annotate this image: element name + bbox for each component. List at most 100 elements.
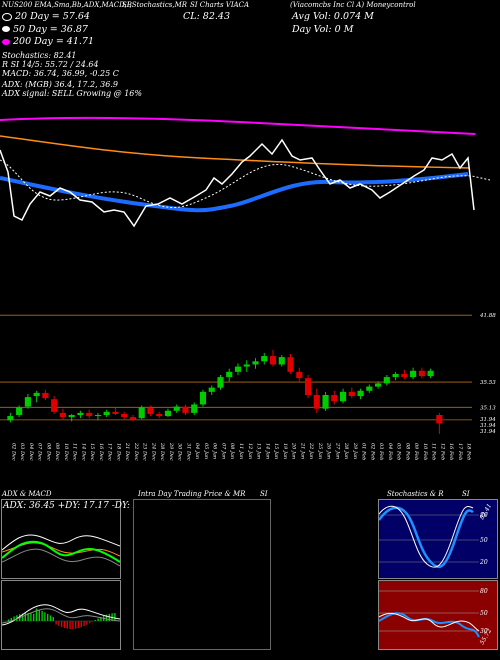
date-axis-label: 08 Feb [404, 443, 410, 460]
legend-swatch-icon [2, 26, 10, 32]
date-axis-label: 17 Feb [457, 443, 463, 460]
macd-bar [63, 621, 66, 628]
ma-legend: 20 Day = 57.64 50 Day = 36.87 200 Day = … [2, 12, 94, 47]
macd-bar [75, 621, 77, 629]
candle [226, 368, 233, 382]
date-axis-label: 21 Jan [299, 442, 305, 459]
macd-bar [58, 621, 60, 626]
date-axis-label: 18 Feb [466, 443, 472, 460]
candle [269, 349, 277, 367]
date-axis-label: 25 Jan [317, 442, 323, 459]
date-axis-label: 22 Jan [308, 442, 314, 459]
macd-bar [35, 608, 38, 621]
date-axis-label: 10 Feb [422, 443, 428, 460]
date-axis-label: 20 Jan [291, 442, 297, 459]
price-line [0, 138, 475, 228]
stochastics-lines: 80 50 20 82.41 [377, 503, 493, 569]
candles-group [7, 349, 443, 434]
date-axis-label: 24 Dec [150, 442, 156, 461]
header-mid-title: SI,Stochastics,MR [122, 1, 188, 9]
adx-panel-title: ADX & MACD [2, 490, 52, 498]
macd-readout: MACD: 36.74, 36.99, -0.25 C [2, 69, 119, 78]
stochastics-panel: 80 50 20 82.41 [377, 499, 498, 579]
header-chart-label: SI Charts VIACA [190, 1, 250, 9]
candle [410, 367, 417, 380]
ma20-dotted-line [0, 159, 491, 209]
date-axis-label: 31 Dec [185, 443, 191, 461]
candle [252, 358, 259, 369]
avg-vol-label: Avg Vol: 0.074 M [292, 11, 374, 22]
candle [42, 389, 49, 401]
candle [7, 412, 14, 423]
macd-histogram [7, 608, 116, 629]
macd-bar [91, 621, 94, 622]
rsi-axis-80: 80 [480, 588, 488, 595]
date-axis-label: 16 Feb [448, 443, 454, 460]
rsi-panel: 80 50 30 55.72 [378, 580, 498, 650]
macd-bar [89, 621, 91, 624]
adx-panel-readout: ADX: 36.45 +DY: 17.17 -DY: 36.87 [3, 501, 159, 511]
macd-bar [80, 621, 82, 628]
macd-bar [69, 621, 71, 629]
candle [147, 405, 154, 417]
ma50-line [0, 172, 469, 213]
candle [366, 384, 373, 393]
candle [121, 411, 128, 420]
legend-item-200day: 200 Day = 41.71 [2, 37, 94, 47]
candle [436, 412, 443, 434]
price-axis-label: 31.94 [480, 429, 496, 435]
macd-bar [77, 621, 80, 629]
adx-panel: ADX: 36.45 +DY: 17.17 -DY: 36.87 [1, 499, 159, 579]
date-axis-label: 08 Jan [229, 443, 235, 459]
rsi-lines: 80 50 30 55.72 [378, 588, 493, 646]
date-axis-label: 19 Jan [282, 443, 288, 459]
macd-lines [1, 604, 121, 629]
candle [287, 353, 294, 374]
candle [322, 391, 329, 411]
macd-bar [27, 613, 29, 621]
candle [51, 396, 58, 414]
date-axis-label: 16 Dec [98, 443, 104, 461]
date-axis-label: 04 Feb [387, 443, 393, 460]
candle [77, 410, 84, 419]
price-axis-label: 31.94 [480, 423, 496, 429]
date-axis-label: 13 Jan [256, 443, 262, 459]
candle [243, 360, 250, 372]
stoch-panel-title: Stochastics & R [387, 490, 444, 498]
candle [173, 404, 180, 413]
header-right-title: (Viacomcbs Inc Cl A) Moneycontrol [290, 1, 416, 9]
date-axis-label: 04 Dec [28, 443, 34, 461]
candle [112, 407, 119, 415]
macd-panel [1, 580, 121, 650]
rsi-readout: R SI 14/5: 55.72 / 24.64 [2, 60, 99, 69]
date-axis-label: 01 Feb [361, 443, 367, 460]
date-axis-label: 23 Dec [142, 442, 148, 461]
rsi-axis-50: 50 [480, 610, 488, 617]
date-axis-label: 08 Dec [45, 443, 51, 461]
rsi-axis-30: 30 [480, 628, 488, 635]
date-axis-label: 09 Feb [413, 443, 419, 460]
candle [164, 408, 172, 418]
price-axis-label: 35.13 [480, 405, 496, 411]
stoch-axis-80: 80 [480, 512, 488, 519]
day-vol-label: Day Vol: 0 M [292, 24, 354, 35]
date-axis-label: 03 Feb [378, 443, 384, 460]
candle [357, 388, 364, 400]
stochastics-readout: Stochastics: 82.41 [2, 51, 77, 60]
header-left-title: NUS200 EMA,Sma,Bb,ADX,MACD,B [2, 1, 132, 9]
candle [234, 363, 242, 375]
date-axis-label: 09 Dec [54, 443, 60, 461]
date-axis-label: 02 Dec [10, 443, 16, 461]
date-axis-label: 27 Jan [334, 442, 340, 459]
candle [217, 375, 224, 390]
macd-bar [86, 621, 88, 625]
price-axis-label: 31.94 [480, 417, 496, 423]
candle [16, 405, 23, 418]
adx-readout: ADX: (MGB) 36.4, 17.2, 36.9 [2, 80, 118, 89]
macd-bar [61, 621, 63, 628]
candle [156, 411, 163, 419]
ma200-line [0, 116, 476, 135]
candle [348, 387, 355, 399]
date-axis-label: 21 Dec [124, 442, 130, 461]
mr-panel-si: SI [260, 490, 268, 498]
